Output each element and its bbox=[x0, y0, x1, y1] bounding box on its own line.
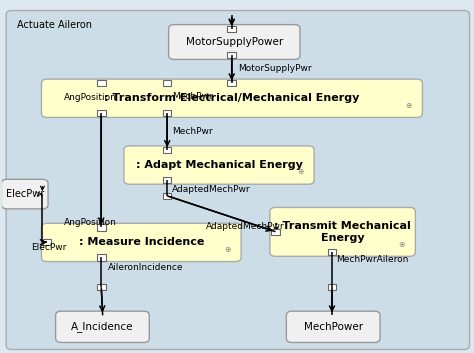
Text: ElecPwr: ElecPwr bbox=[6, 189, 44, 199]
Text: Actuate Aileron: Actuate Aileron bbox=[18, 20, 92, 30]
FancyBboxPatch shape bbox=[163, 193, 172, 199]
FancyBboxPatch shape bbox=[163, 147, 172, 153]
Text: : Transmit Mechanical
Energy: : Transmit Mechanical Energy bbox=[274, 221, 411, 243]
Text: AngPosition: AngPosition bbox=[64, 218, 117, 227]
FancyBboxPatch shape bbox=[43, 239, 51, 245]
FancyBboxPatch shape bbox=[228, 52, 236, 58]
FancyBboxPatch shape bbox=[41, 223, 241, 262]
Text: AdaptedMechPwr: AdaptedMechPwr bbox=[172, 185, 251, 194]
Text: A_Incidence: A_Incidence bbox=[71, 321, 134, 332]
Text: AngPosition: AngPosition bbox=[64, 93, 117, 102]
Text: : Adapt Mechanical Energy: : Adapt Mechanical Energy bbox=[136, 160, 302, 170]
FancyBboxPatch shape bbox=[228, 80, 236, 86]
Text: MechPwrAileron: MechPwrAileron bbox=[336, 255, 408, 264]
FancyBboxPatch shape bbox=[163, 110, 172, 116]
FancyBboxPatch shape bbox=[271, 228, 280, 235]
FancyBboxPatch shape bbox=[124, 146, 314, 184]
FancyBboxPatch shape bbox=[228, 26, 236, 32]
FancyBboxPatch shape bbox=[97, 254, 106, 261]
Text: MechPwr: MechPwr bbox=[172, 92, 212, 101]
Text: ⊕: ⊕ bbox=[398, 240, 404, 249]
FancyBboxPatch shape bbox=[169, 25, 300, 59]
Text: : Transform Electrical/Mechanical Energy: : Transform Electrical/Mechanical Energy bbox=[104, 93, 360, 103]
FancyBboxPatch shape bbox=[97, 284, 106, 291]
Text: MotorSupplyPower: MotorSupplyPower bbox=[186, 37, 283, 47]
FancyBboxPatch shape bbox=[1, 179, 48, 209]
Text: MotorSupplyPwr: MotorSupplyPwr bbox=[238, 64, 311, 73]
FancyBboxPatch shape bbox=[41, 79, 422, 118]
FancyBboxPatch shape bbox=[55, 311, 149, 342]
Text: ⊕: ⊕ bbox=[224, 245, 230, 254]
FancyBboxPatch shape bbox=[163, 80, 172, 86]
Text: AileronIncidence: AileronIncidence bbox=[109, 263, 184, 272]
Text: ⊕: ⊕ bbox=[405, 101, 411, 110]
FancyBboxPatch shape bbox=[6, 11, 470, 349]
FancyBboxPatch shape bbox=[97, 80, 106, 86]
Text: ⊕: ⊕ bbox=[297, 168, 303, 176]
FancyBboxPatch shape bbox=[163, 177, 172, 183]
FancyBboxPatch shape bbox=[97, 110, 106, 116]
Text: MechPwr: MechPwr bbox=[172, 127, 212, 136]
FancyBboxPatch shape bbox=[286, 311, 380, 342]
Text: ElecPwr: ElecPwr bbox=[31, 243, 66, 252]
Text: MechPower: MechPower bbox=[304, 322, 363, 332]
FancyBboxPatch shape bbox=[328, 249, 336, 255]
FancyBboxPatch shape bbox=[97, 224, 106, 231]
FancyBboxPatch shape bbox=[328, 284, 336, 291]
Text: AdaptedMechPwr: AdaptedMechPwr bbox=[206, 222, 284, 231]
FancyBboxPatch shape bbox=[270, 208, 415, 256]
Text: : Measure Incidence: : Measure Incidence bbox=[79, 238, 204, 247]
